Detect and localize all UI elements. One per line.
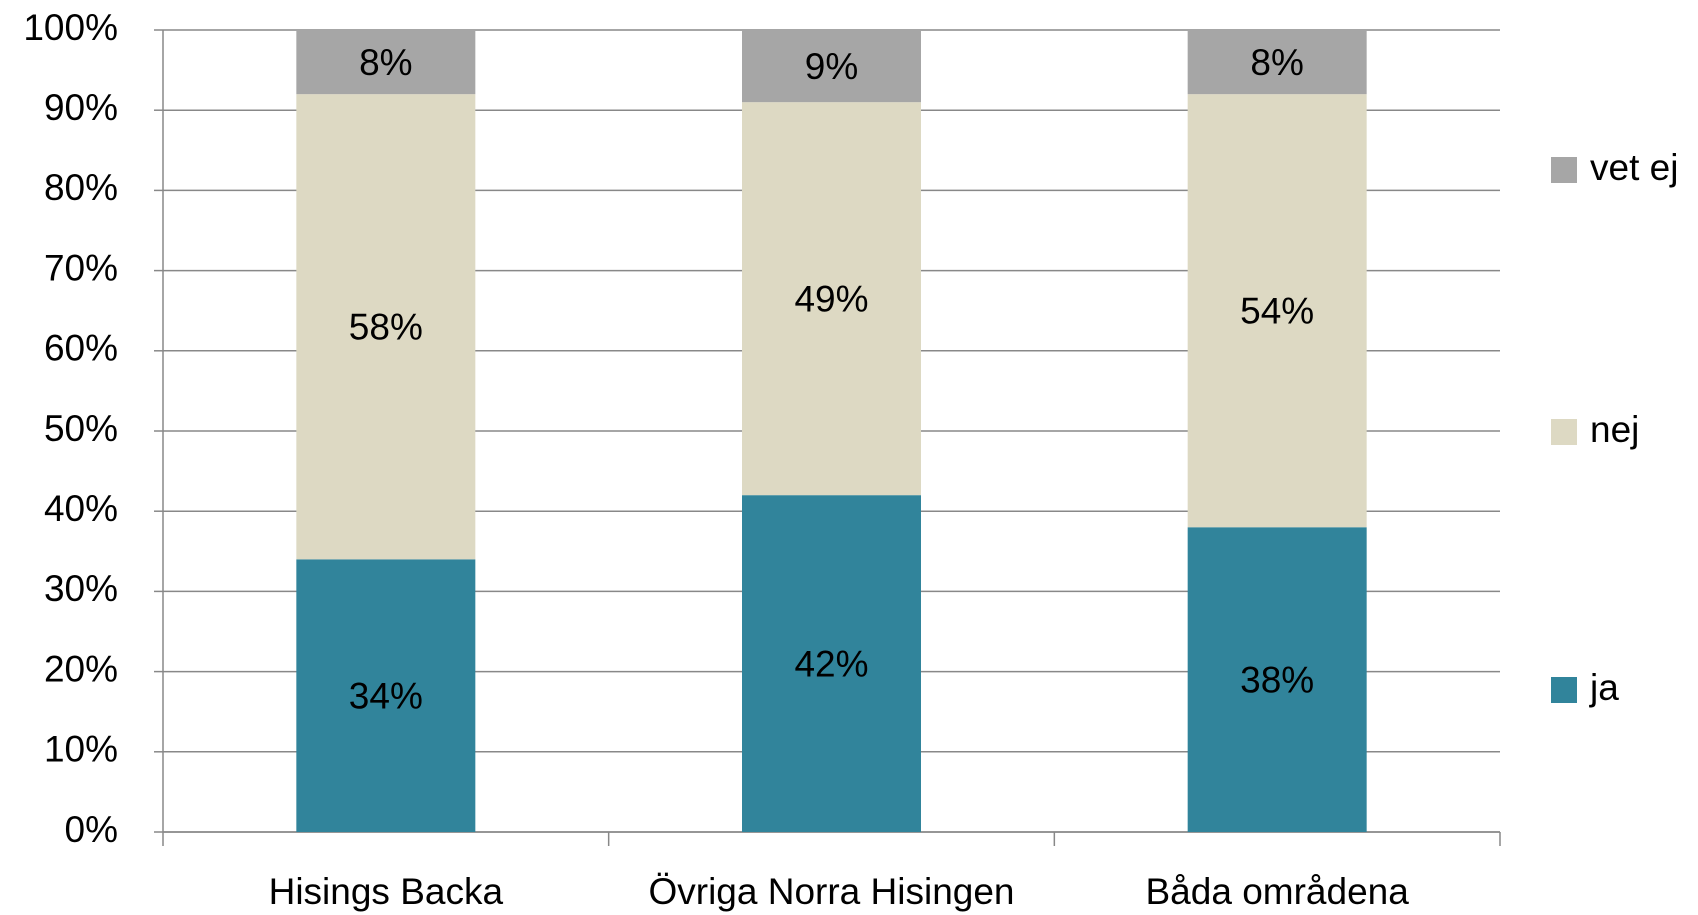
y-tick-label: 20% xyxy=(44,648,118,689)
legend-swatch xyxy=(1551,157,1577,183)
bar-segment xyxy=(742,102,921,496)
bar-segment xyxy=(1187,94,1367,528)
data-label: 8% xyxy=(359,42,412,83)
y-tick-label: 0% xyxy=(65,809,118,850)
bar-segment xyxy=(296,559,476,832)
x-tick-label: Båda områdena xyxy=(1146,871,1410,912)
bar-segment xyxy=(296,94,476,560)
bar-segment xyxy=(1187,30,1367,95)
x-tick-label: Hisings Backa xyxy=(269,871,504,912)
y-tick-label: 40% xyxy=(44,488,118,529)
bar-segment xyxy=(742,495,921,832)
data-label: 9% xyxy=(805,46,858,87)
data-label: 42% xyxy=(794,643,868,684)
x-tick-label: Övriga Norra Hisingen xyxy=(648,871,1014,912)
data-label: 38% xyxy=(1240,659,1314,700)
legend-swatch xyxy=(1551,677,1577,703)
bar-segment xyxy=(1187,527,1367,832)
y-tick-label: 80% xyxy=(44,167,118,208)
y-tick-label: 30% xyxy=(44,568,118,609)
legend-swatch xyxy=(1551,419,1577,445)
y-tick-label: 90% xyxy=(44,87,118,128)
data-label: 8% xyxy=(1250,42,1303,83)
legend-label: vet ej xyxy=(1590,147,1678,188)
bar-segment xyxy=(296,30,476,95)
bar-segment xyxy=(742,30,921,103)
y-tick-label: 70% xyxy=(44,247,118,288)
data-label: 49% xyxy=(794,278,868,319)
y-tick-label: 60% xyxy=(44,328,118,369)
legend-label: nej xyxy=(1590,409,1639,450)
data-label: 58% xyxy=(349,307,423,348)
y-tick-label: 10% xyxy=(44,729,118,770)
y-tick-label: 50% xyxy=(44,408,118,449)
data-label: 54% xyxy=(1240,290,1314,331)
y-tick-label: 100% xyxy=(23,7,118,48)
legend-label: ja xyxy=(1589,667,1619,708)
data-label: 34% xyxy=(349,675,423,716)
